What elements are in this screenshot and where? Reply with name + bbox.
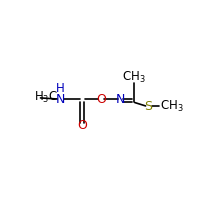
- Text: O: O: [96, 93, 106, 106]
- Text: N: N: [56, 93, 65, 106]
- Text: CH$_3$: CH$_3$: [122, 70, 145, 85]
- Text: H$_3$C: H$_3$C: [34, 90, 58, 105]
- Text: S: S: [144, 100, 152, 113]
- Text: CH$_3$: CH$_3$: [160, 99, 184, 114]
- Text: N: N: [116, 93, 125, 106]
- Text: H: H: [56, 82, 65, 95]
- Text: O: O: [77, 119, 87, 132]
